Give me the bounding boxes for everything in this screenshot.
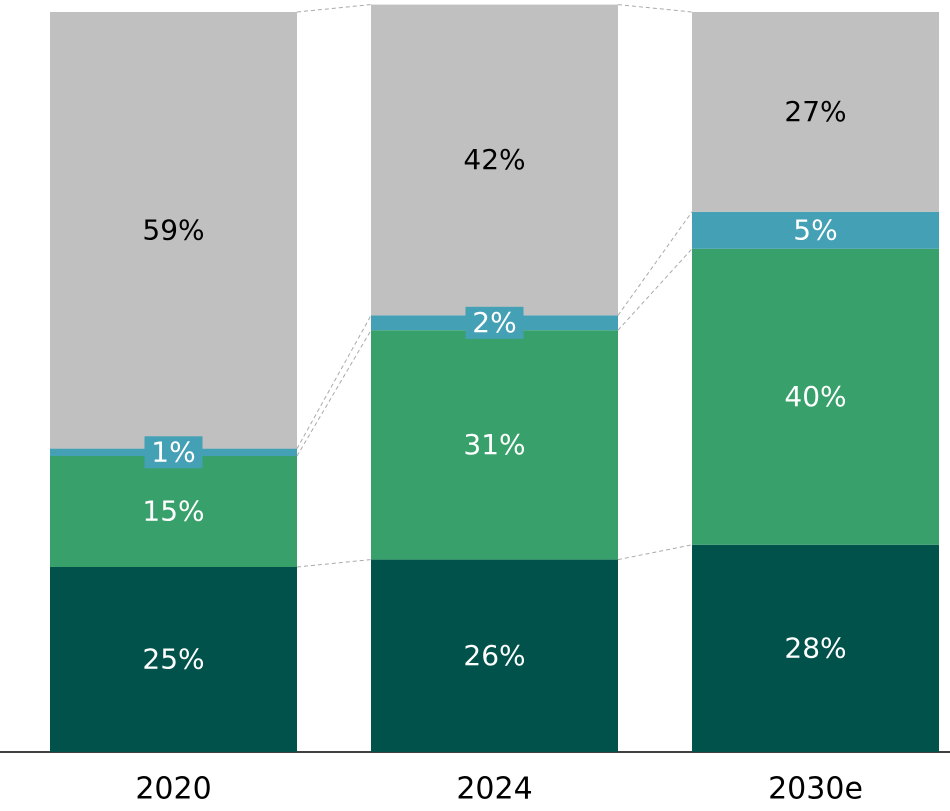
connector (617, 4, 693, 13)
label-box (465, 306, 524, 339)
data-label: 1% (151, 435, 195, 468)
bar-segment (371, 330, 618, 560)
data-label: 42% (463, 143, 525, 176)
data-label: 59% (142, 213, 204, 246)
connector (296, 559, 372, 568)
x-tick-label: 2024 (456, 772, 532, 807)
bar-segment (50, 456, 297, 567)
data-label: 26% (463, 639, 525, 672)
bar-segment (692, 12, 939, 212)
connector (617, 544, 693, 561)
connector (296, 315, 372, 449)
data-label: 40% (784, 380, 846, 413)
bar-segment (692, 248, 939, 545)
data-label: 5% (793, 213, 837, 246)
data-label: 28% (784, 631, 846, 664)
connector (296, 4, 372, 13)
x-tick-label: 2020 (135, 772, 211, 807)
bar-segment (692, 544, 939, 752)
bar-segment (692, 211, 939, 249)
data-label: 25% (142, 643, 204, 676)
data-label: 2% (472, 306, 516, 339)
connector (617, 211, 693, 316)
bar-segment (371, 559, 618, 752)
connector (296, 329, 372, 457)
data-label: 15% (142, 495, 204, 528)
connector (617, 248, 693, 331)
data-label: 31% (463, 428, 525, 461)
data-label: 27% (784, 95, 846, 128)
x-tick-label: 2030e (768, 772, 863, 807)
label-box (144, 436, 203, 469)
bar-segment (371, 4, 618, 316)
bar-segment (50, 567, 297, 752)
bar-segment (50, 12, 297, 449)
